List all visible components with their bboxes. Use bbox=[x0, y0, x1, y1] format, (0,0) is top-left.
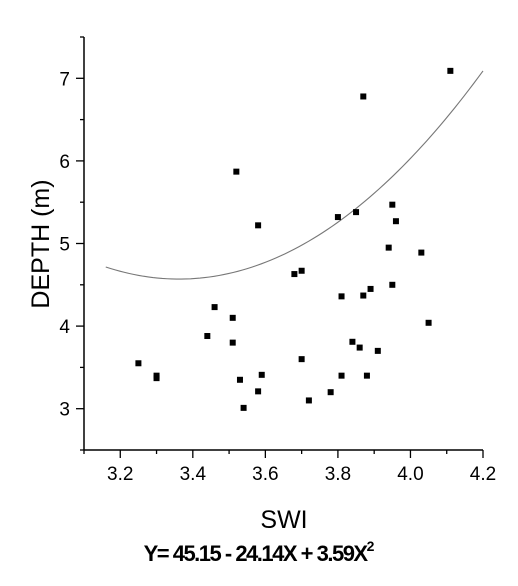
data-point bbox=[418, 249, 425, 256]
data-point bbox=[363, 372, 370, 379]
y-tick-label: 4 bbox=[59, 317, 70, 338]
data-point bbox=[298, 267, 305, 274]
data-point bbox=[389, 281, 396, 288]
fit-equation-text: Y= 45.15 - 24.14X + 3.59X bbox=[143, 541, 369, 566]
x-tick-label: 3.8 bbox=[325, 464, 351, 485]
data-point bbox=[374, 347, 381, 354]
data-point bbox=[367, 285, 374, 292]
data-point bbox=[392, 218, 399, 225]
data-point bbox=[291, 271, 298, 278]
y-axis-title: DEPTH (m) bbox=[27, 179, 55, 308]
data-point bbox=[360, 93, 367, 100]
data-point bbox=[349, 338, 356, 345]
x-tick-label: 4.2 bbox=[470, 464, 496, 485]
data-point bbox=[356, 344, 363, 351]
data-point bbox=[305, 397, 312, 404]
data-point bbox=[360, 292, 367, 299]
x-tick-label: 3.6 bbox=[252, 464, 278, 485]
data-point bbox=[255, 222, 262, 229]
fit-equation-exponent: 2 bbox=[366, 538, 375, 554]
x-tick-label: 4.0 bbox=[397, 464, 423, 485]
data-point bbox=[327, 389, 334, 396]
data-point bbox=[385, 244, 392, 251]
y-tick-label: 6 bbox=[59, 152, 70, 173]
data-point bbox=[298, 356, 305, 363]
fit-curve bbox=[105, 70, 484, 280]
data-point bbox=[447, 67, 454, 74]
y-tick-label: 7 bbox=[59, 69, 70, 90]
data-point bbox=[338, 372, 345, 379]
data-point bbox=[236, 376, 243, 383]
tick-labels: 3.2 3.4 3.6 3.8 4.0 4.2 3 4 5 6 7 bbox=[59, 69, 496, 485]
data-point bbox=[211, 304, 218, 311]
data-point bbox=[334, 214, 341, 221]
data-point bbox=[425, 319, 432, 326]
data-point bbox=[153, 375, 160, 382]
x-tick-label: 3.4 bbox=[180, 464, 207, 485]
y-tick-label: 5 bbox=[59, 235, 70, 256]
data-point bbox=[233, 168, 240, 175]
axis-ticks bbox=[76, 36, 484, 458]
data-point bbox=[229, 314, 236, 321]
data-points bbox=[135, 67, 454, 411]
data-point bbox=[258, 371, 265, 378]
fit-equation: Y= 45.15 - 24.14X + 3.59X2 bbox=[0, 538, 518, 567]
data-point bbox=[389, 201, 396, 208]
data-point bbox=[353, 209, 360, 216]
y-tick-label: 3 bbox=[59, 400, 70, 421]
data-point bbox=[135, 360, 142, 367]
data-point bbox=[338, 293, 345, 300]
x-axis-title: SWI bbox=[260, 506, 307, 534]
x-tick-label: 3.2 bbox=[107, 464, 133, 485]
data-point bbox=[229, 339, 236, 346]
data-point bbox=[204, 333, 211, 340]
data-point bbox=[255, 388, 262, 395]
data-point bbox=[240, 404, 247, 411]
